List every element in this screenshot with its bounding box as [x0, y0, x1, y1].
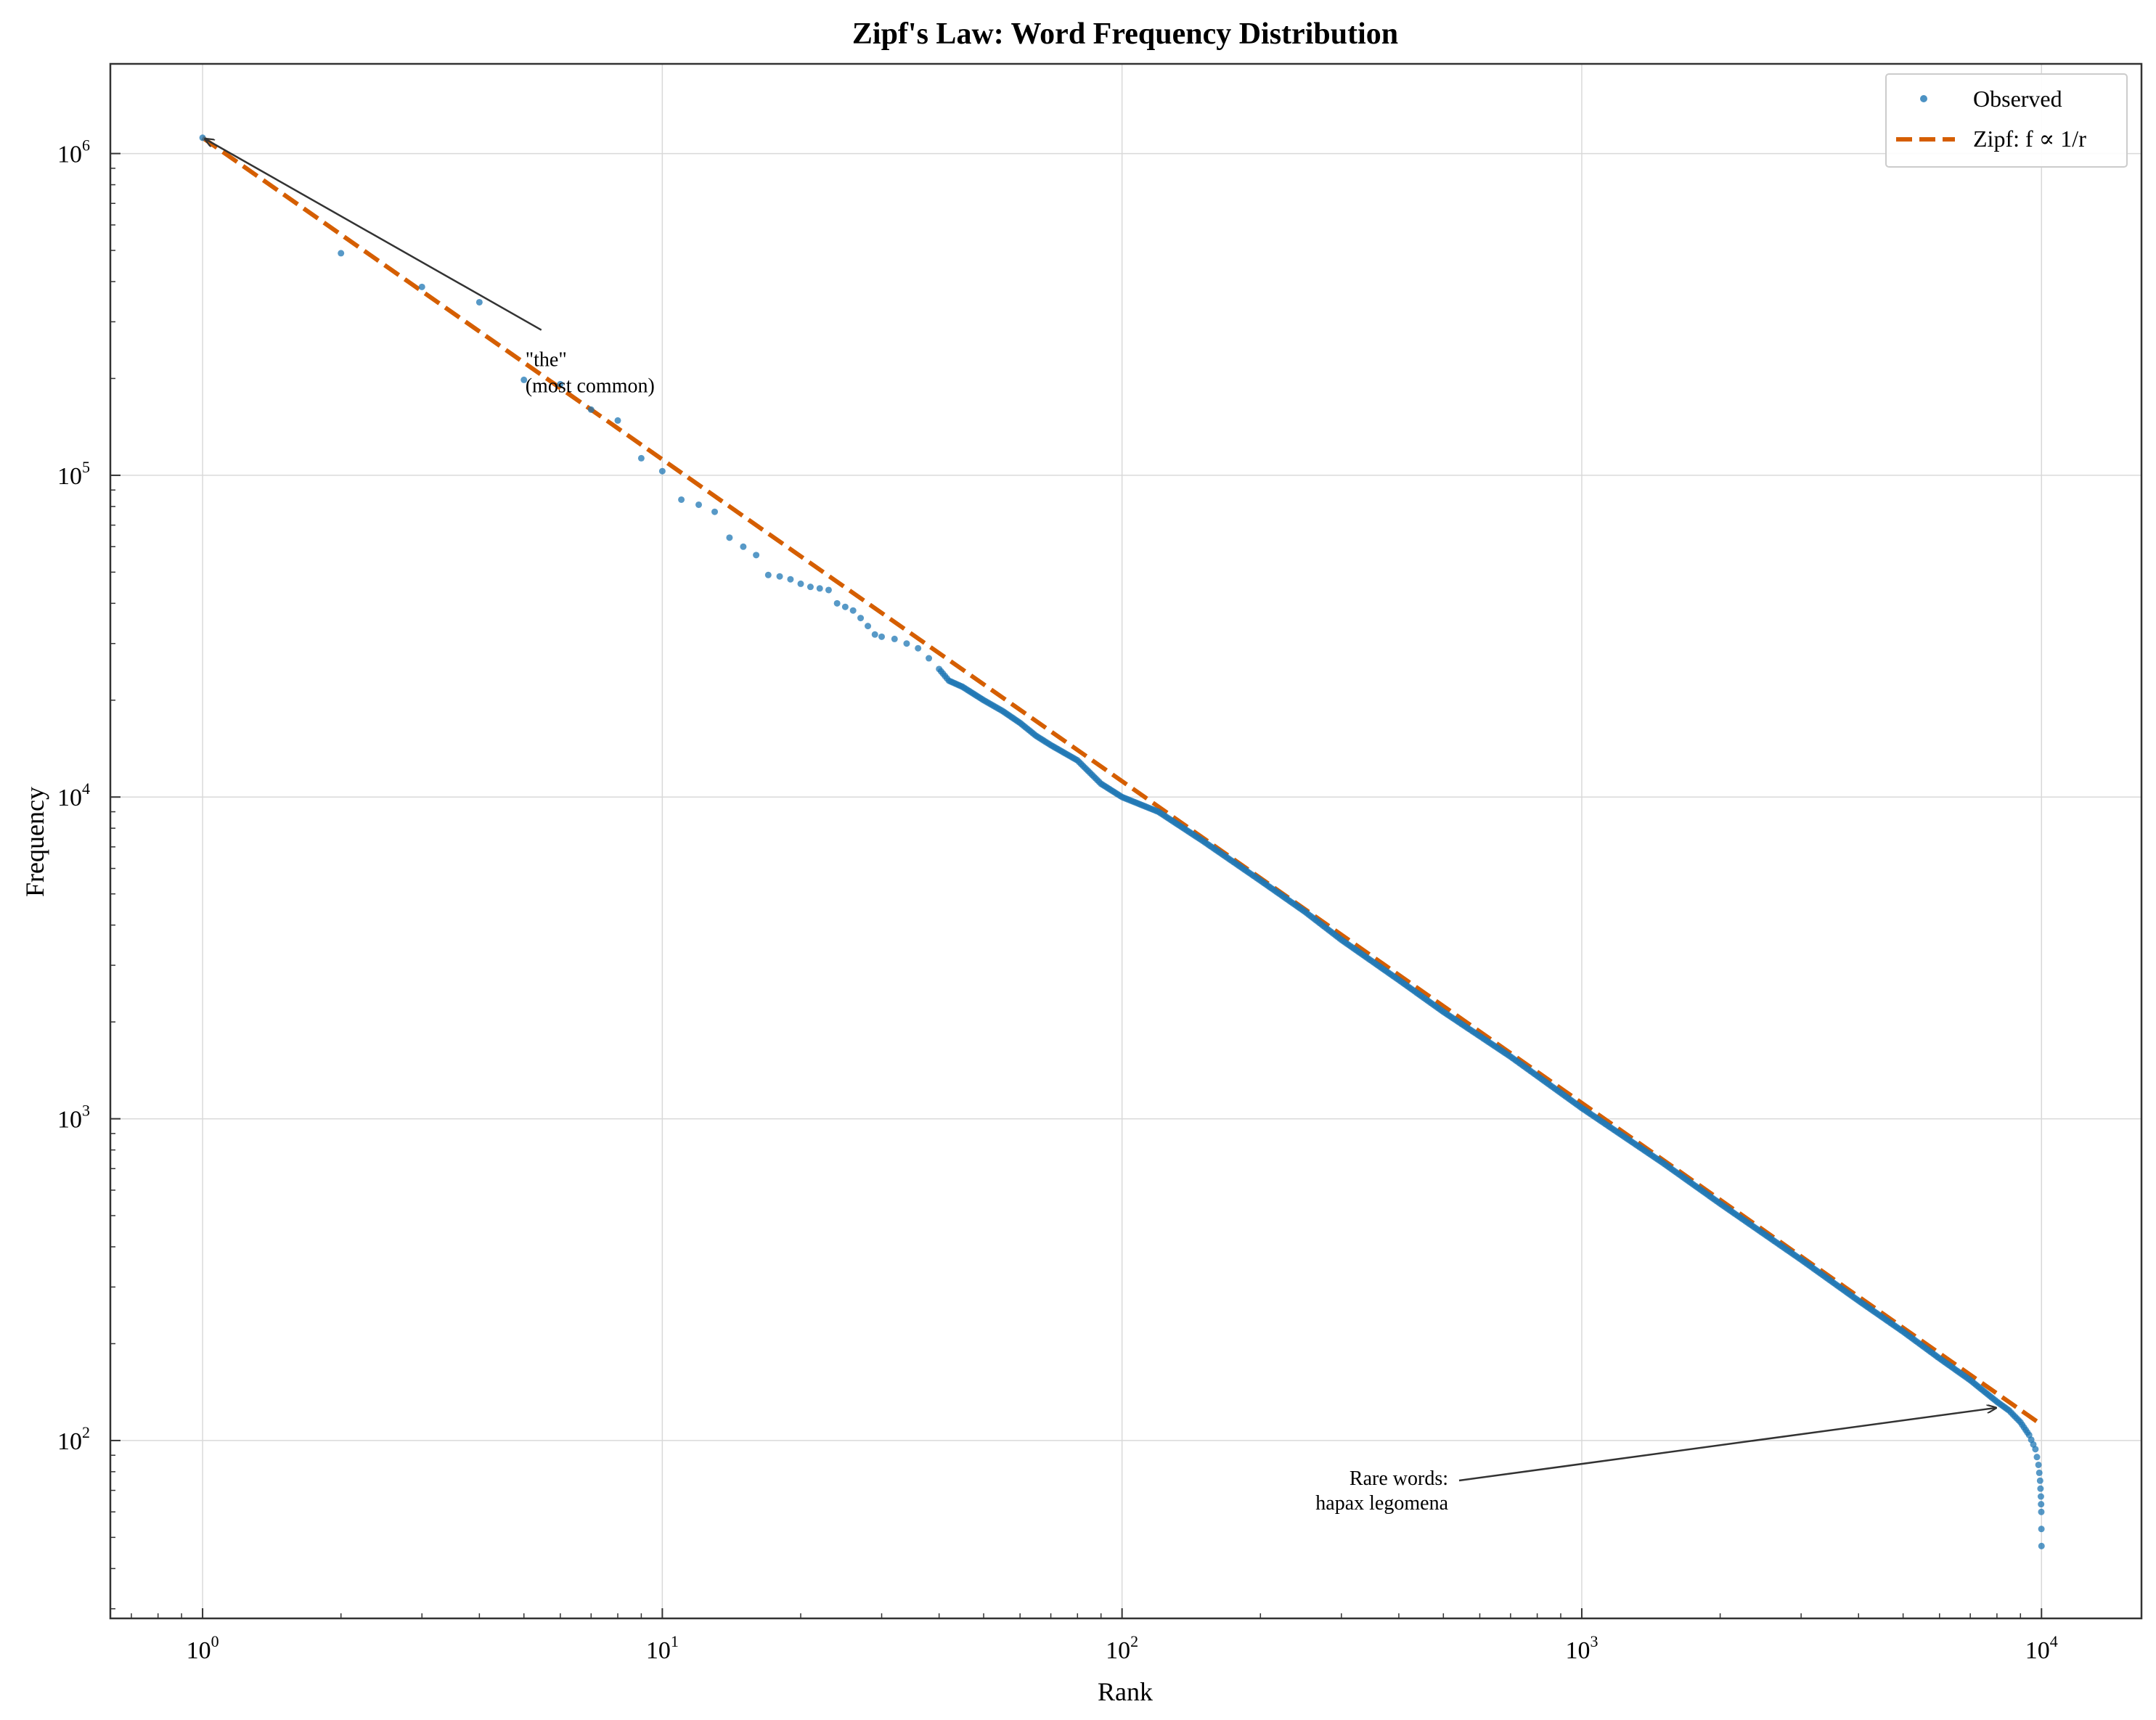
zipf-line: [201, 136, 2043, 1427]
annotation-the-text: (most common): [526, 375, 655, 398]
observed-point: [338, 250, 345, 257]
observed-point: [2035, 1461, 2042, 1468]
observed-point: [871, 631, 878, 638]
observed-point: [2033, 1454, 2041, 1461]
observed-point: [776, 573, 783, 580]
observed-point: [891, 635, 898, 642]
observed-point: [520, 376, 528, 383]
observed-point: [2036, 1477, 2043, 1484]
observed-point: [797, 580, 804, 587]
legend-box: [1885, 73, 2128, 168]
observed-series: [199, 134, 2045, 1549]
x-tick-label: 103: [1565, 1632, 1598, 1664]
annotation-rare-text: Rare words:: [1349, 1467, 1448, 1490]
plot-frame: [109, 62, 2143, 1620]
zipf-fit-line: [201, 136, 2043, 1427]
observed-point: [587, 406, 595, 413]
observed-point: [475, 298, 483, 306]
legend-observed-marker: [1920, 95, 1927, 102]
y-tick-label: 105: [57, 458, 90, 490]
observed-point: [878, 633, 886, 640]
x-tick-label: 104: [2025, 1632, 2058, 1664]
observed-point: [2038, 1526, 2045, 1533]
observed-point: [695, 501, 703, 508]
observed-point: [2037, 1485, 2044, 1492]
observed-point: [2038, 1501, 2045, 1508]
annotations: "the" (most common) Rare words:hapax legom…: [205, 139, 1996, 1515]
observed-point: [825, 586, 832, 594]
observed-point: [740, 543, 747, 550]
observed-point: [915, 644, 922, 652]
annotation-arrow-rare: [1458, 1408, 1996, 1482]
observed-point: [658, 467, 666, 475]
observed-point: [841, 603, 849, 610]
observed-point: [2037, 1493, 2044, 1500]
observed-point: [678, 496, 685, 503]
axis-ticks: 100 101 102 103 104 102 103 104 105 106: [57, 136, 2058, 1664]
observed-point: [2038, 1508, 2045, 1515]
y-tick-label: 104: [57, 779, 90, 811]
annotation-arrow-the: [205, 139, 542, 331]
legend-zipf-label: Zipf: f ∝ 1/r: [1973, 126, 2086, 152]
observed-point: [816, 585, 823, 592]
observed-point: [857, 615, 865, 622]
chart-title: Zipf's Law: Word Frequency Distribution: [852, 17, 1398, 51]
y-tick-label: 102: [57, 1423, 90, 1455]
grid: [110, 64, 2141, 1618]
observed-point: [926, 655, 933, 662]
x-tick-label: 100: [187, 1632, 219, 1664]
observed-point: [2015, 1417, 2022, 1424]
y-axis-label: Frequency: [20, 787, 49, 897]
observed-point: [833, 599, 841, 607]
observed-point: [557, 380, 564, 388]
observed-point: [753, 552, 760, 559]
annotation-the-text: "the": [526, 349, 567, 372]
observed-point: [2035, 1469, 2043, 1476]
observed-point: [764, 571, 772, 578]
observed-point: [199, 134, 206, 142]
observed-point: [614, 417, 621, 424]
observed-point: [903, 640, 910, 647]
legend: Observed Zipf: f ∝ 1/r: [1885, 73, 2128, 168]
y-tick-label: 103: [57, 1102, 90, 1134]
observed-point: [2024, 1429, 2031, 1436]
y-tick-label: 106: [57, 136, 90, 168]
observed-point: [849, 607, 857, 614]
observed-point: [2038, 1542, 2045, 1549]
observed-point: [726, 534, 733, 541]
x-axis-label: Rank: [1098, 1677, 1153, 1706]
observed-point: [418, 283, 425, 290]
observed-point: [637, 454, 645, 462]
legend-observed-label: Observed: [1973, 86, 2062, 112]
observed-point: [807, 583, 814, 591]
annotation-rare-text: hapax legomena: [1315, 1492, 1448, 1515]
observed-point: [2030, 1441, 2037, 1448]
observed-point: [787, 576, 794, 583]
x-tick-label: 102: [1106, 1632, 1138, 1664]
x-tick-label: 101: [646, 1632, 679, 1664]
observed-point: [865, 623, 872, 630]
observed-point: [711, 508, 719, 515]
